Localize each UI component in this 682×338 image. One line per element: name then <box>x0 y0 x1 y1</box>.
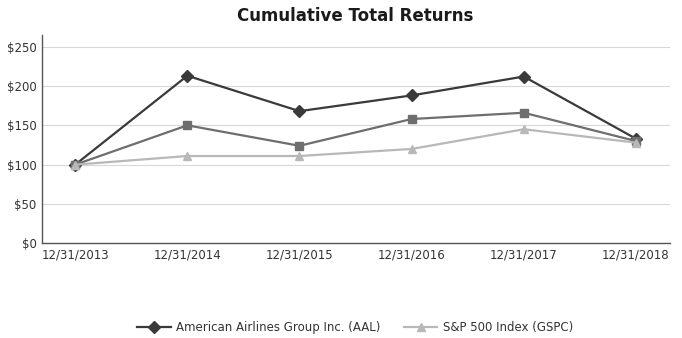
S&P 500 Index (GSPC) <box>632 141 640 145</box>
NYSE ARCA Airline Index (XAL) <box>295 144 303 148</box>
S&P 500 Index (GSPC) <box>520 127 528 131</box>
Line: American Airlines Group Inc. (AAL): American Airlines Group Inc. (AAL) <box>71 72 640 169</box>
NYSE ARCA Airline Index (XAL) <box>408 117 416 121</box>
Line: NYSE ARCA Airline Index (XAL): NYSE ARCA Airline Index (XAL) <box>71 108 640 169</box>
American Airlines Group Inc. (AAL) <box>632 137 640 141</box>
S&P 500 Index (GSPC) <box>183 154 192 158</box>
American Airlines Group Inc. (AAL) <box>71 163 79 167</box>
NYSE ARCA Airline Index (XAL) <box>183 123 192 127</box>
Legend: American Airlines Group Inc. (AAL), NYSE ARCA Airline Index (XAL), S&P 500 Index: American Airlines Group Inc. (AAL), NYSE… <box>133 316 578 338</box>
Title: Cumulative Total Returns: Cumulative Total Returns <box>237 7 474 25</box>
S&P 500 Index (GSPC) <box>71 163 79 167</box>
S&P 500 Index (GSPC) <box>408 147 416 151</box>
NYSE ARCA Airline Index (XAL) <box>520 111 528 115</box>
American Airlines Group Inc. (AAL) <box>295 109 303 113</box>
NYSE ARCA Airline Index (XAL) <box>632 139 640 143</box>
American Airlines Group Inc. (AAL) <box>183 74 192 78</box>
Line: S&P 500 Index (GSPC): S&P 500 Index (GSPC) <box>71 125 640 169</box>
S&P 500 Index (GSPC) <box>295 154 303 158</box>
American Airlines Group Inc. (AAL) <box>520 74 528 78</box>
NYSE ARCA Airline Index (XAL) <box>71 163 79 167</box>
American Airlines Group Inc. (AAL) <box>408 93 416 97</box>
